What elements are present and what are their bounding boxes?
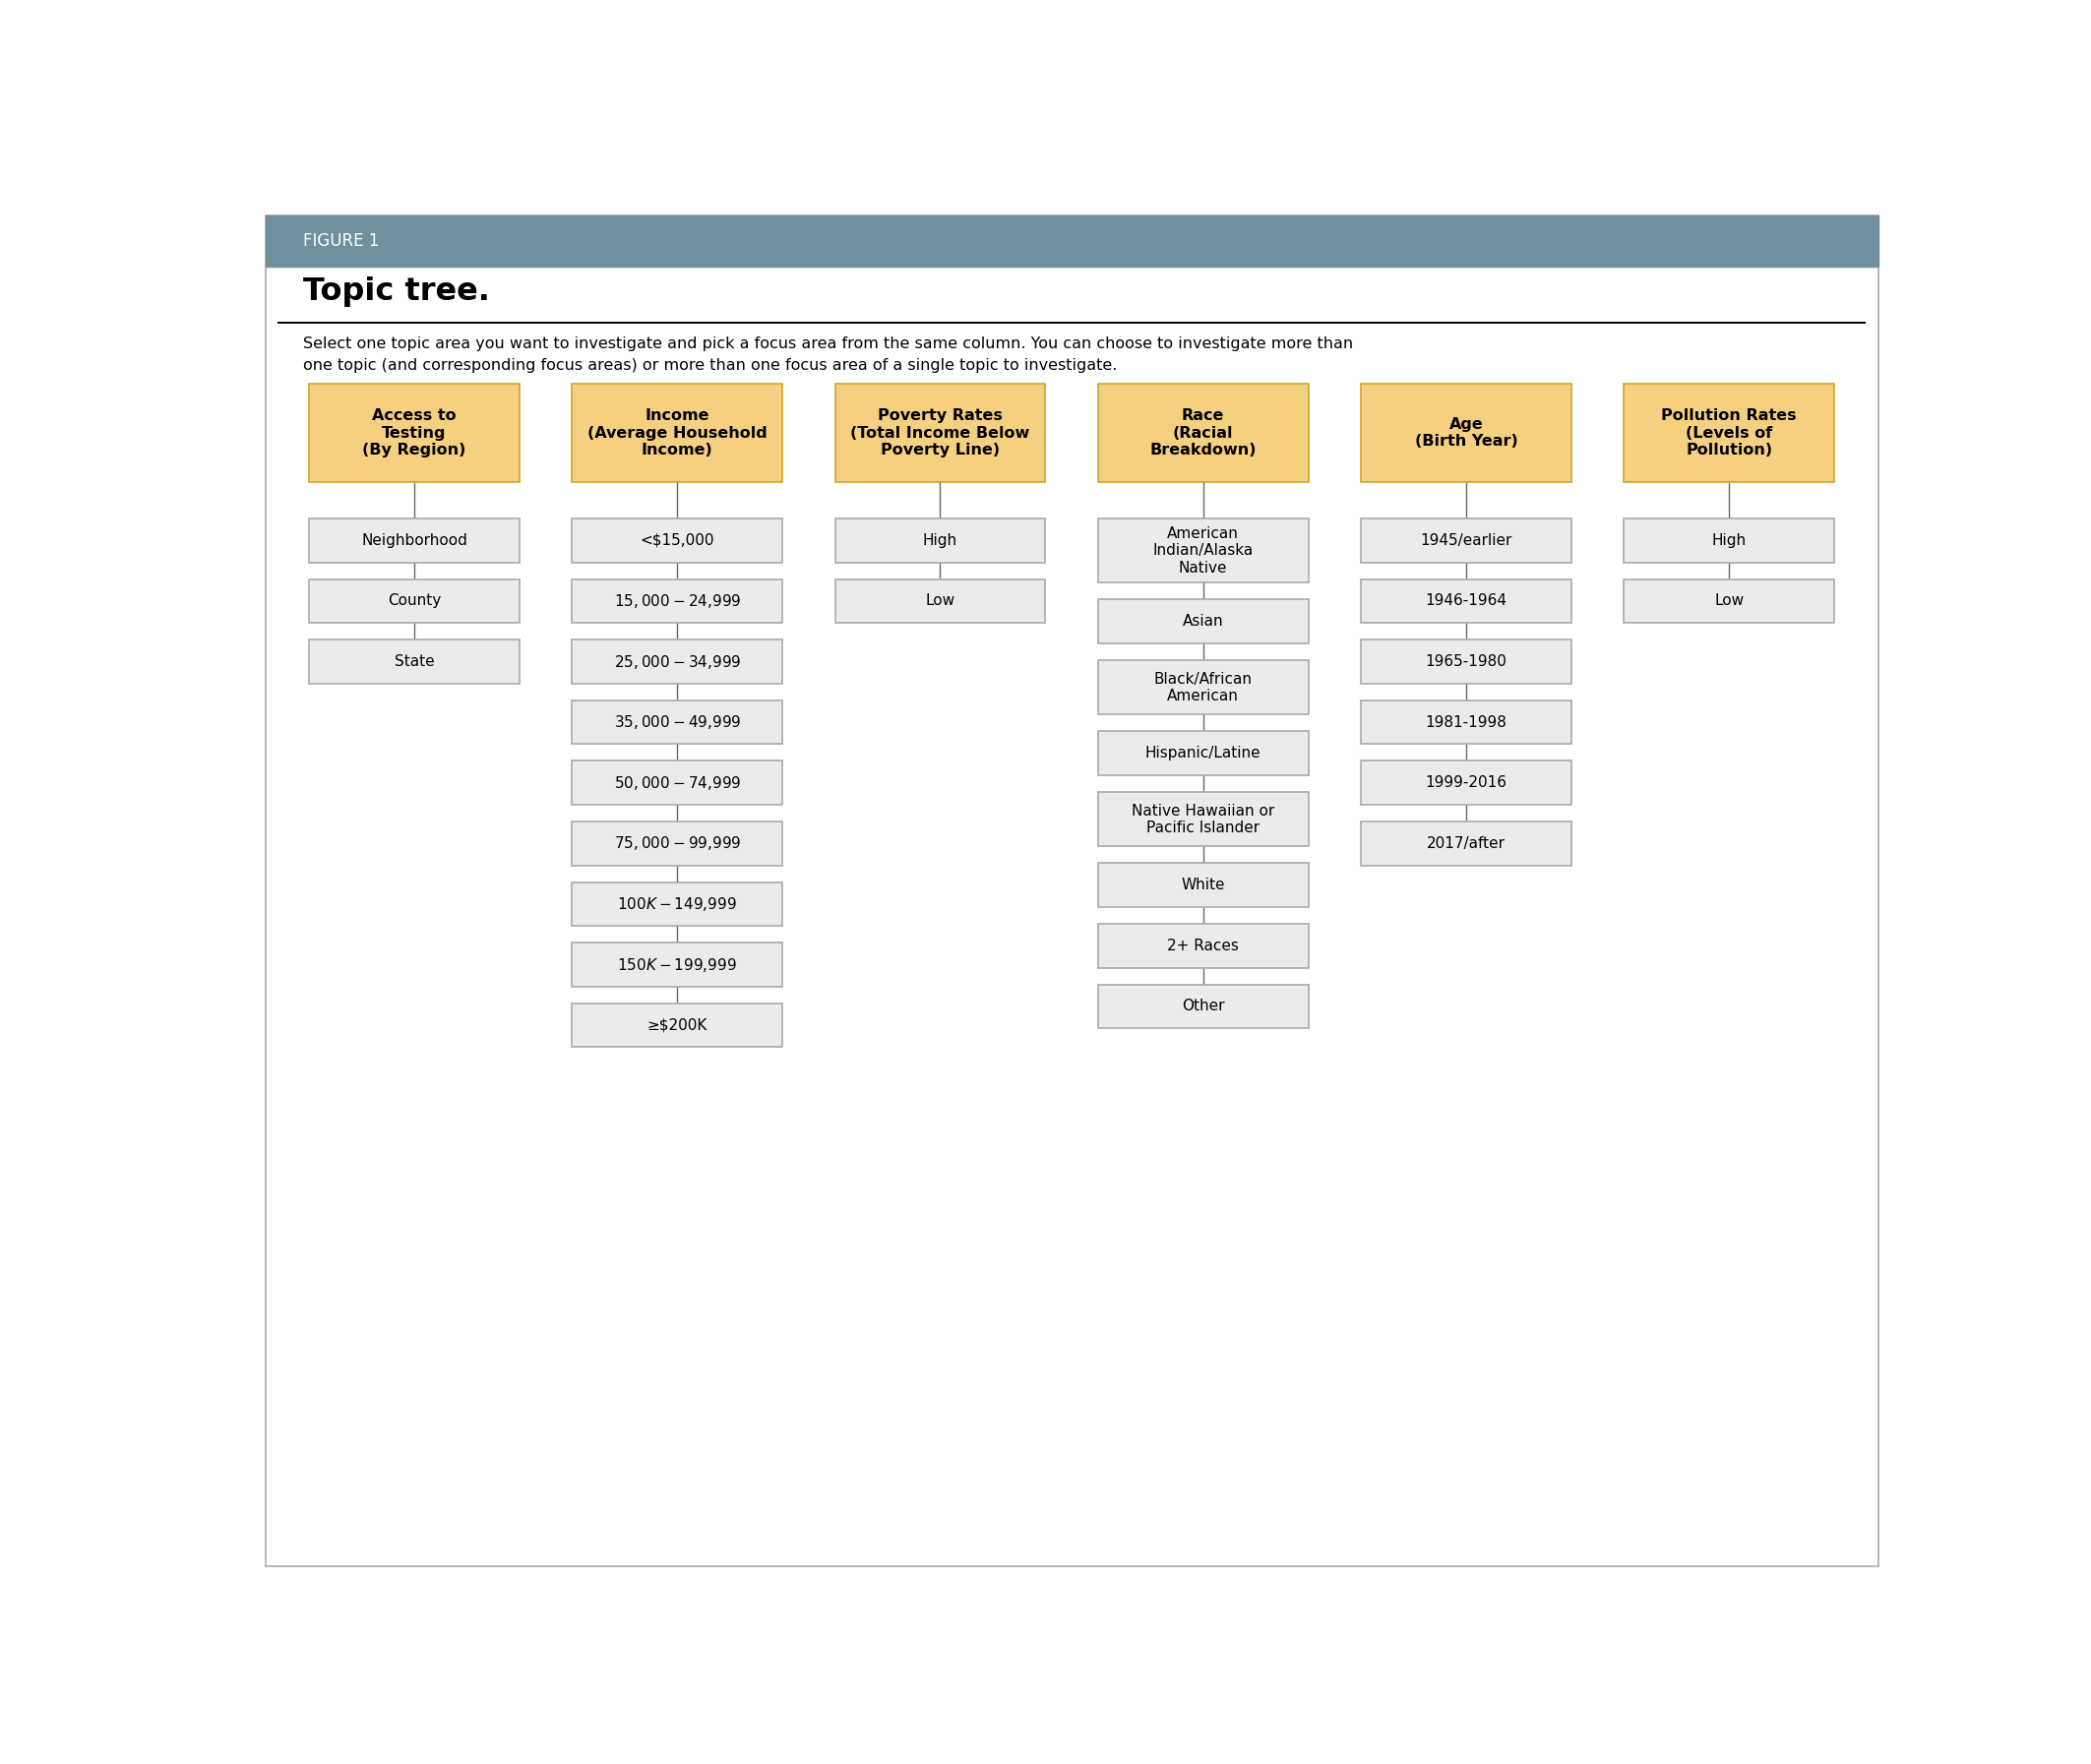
Bar	[1098, 732, 1309, 776]
Text: 1965-1980: 1965-1980	[1426, 654, 1508, 669]
Text: High: High	[922, 533, 958, 549]
Text: High: High	[1713, 533, 1746, 549]
Text: $50,000-$74,999: $50,000-$74,999	[613, 774, 740, 792]
Text: White: White	[1181, 878, 1225, 893]
Text: $35,000-$49,999: $35,000-$49,999	[613, 713, 740, 730]
Bar	[834, 519, 1046, 563]
Bar	[573, 760, 782, 804]
Bar	[1361, 519, 1570, 563]
Text: Age
(Birth Year): Age (Birth Year)	[1414, 416, 1518, 448]
Text: 1981-1998: 1981-1998	[1426, 714, 1508, 730]
Text: American
Indian/Alaska
Native: American Indian/Alaska Native	[1152, 526, 1253, 575]
Text: Topic tree.: Topic tree.	[303, 277, 489, 307]
Text: State: State	[395, 654, 435, 669]
Bar	[266, 215, 1878, 266]
Text: 1999-2016: 1999-2016	[1426, 776, 1508, 790]
Bar	[573, 383, 782, 482]
Text: Other: Other	[1181, 998, 1225, 1014]
Bar	[1098, 660, 1309, 714]
Bar	[573, 579, 782, 623]
Text: $75,000-$99,999: $75,000-$99,999	[613, 834, 740, 852]
Text: $150K-$199,999: $150K-$199,999	[617, 956, 738, 974]
Text: $100K-$149,999: $100K-$149,999	[617, 894, 738, 914]
Bar	[834, 383, 1046, 482]
Text: Low: Low	[926, 594, 956, 609]
Bar	[1361, 760, 1570, 804]
Text: 2017/after: 2017/after	[1426, 836, 1506, 850]
Text: Pollution Rates
(Levels of
Pollution): Pollution Rates (Levels of Pollution)	[1662, 409, 1796, 457]
Text: Race
(Racial
Breakdown): Race (Racial Breakdown)	[1150, 409, 1257, 457]
Bar	[1098, 863, 1309, 907]
Bar	[573, 1004, 782, 1048]
Bar	[573, 700, 782, 744]
Text: Neighborhood: Neighborhood	[362, 533, 466, 549]
Bar	[309, 579, 519, 623]
Text: Access to
Testing
(By Region): Access to Testing (By Region)	[362, 409, 466, 457]
Bar	[1098, 519, 1309, 582]
Bar	[573, 640, 782, 684]
Bar	[309, 383, 519, 482]
Text: County: County	[387, 594, 441, 609]
Text: Black/African
American: Black/African American	[1154, 672, 1253, 704]
Bar	[309, 519, 519, 563]
Text: Hispanic/Latine: Hispanic/Latine	[1146, 746, 1261, 760]
Bar	[1098, 924, 1309, 968]
Bar	[1098, 792, 1309, 847]
Text: FIGURE 1: FIGURE 1	[303, 233, 378, 250]
Text: Native Hawaiian or
Pacific Islander: Native Hawaiian or Pacific Islander	[1131, 803, 1276, 834]
Bar	[1098, 600, 1309, 644]
Bar	[573, 942, 782, 986]
Text: $15,000-$24,999: $15,000-$24,999	[613, 593, 740, 610]
Bar	[1361, 579, 1570, 623]
Bar	[573, 822, 782, 866]
Text: Income
(Average Household
Income): Income (Average Household Income)	[588, 409, 767, 457]
Bar	[1098, 383, 1309, 482]
Text: 2+ Races: 2+ Races	[1167, 938, 1240, 953]
Text: 1945/earlier: 1945/earlier	[1420, 533, 1512, 549]
Bar	[309, 640, 519, 684]
Bar	[1361, 383, 1570, 482]
Bar	[1361, 822, 1570, 866]
Bar	[573, 882, 782, 926]
Text: Asian: Asian	[1184, 614, 1223, 630]
Text: <$15,000: <$15,000	[640, 533, 715, 549]
Bar	[834, 579, 1046, 623]
Text: 1946-1964: 1946-1964	[1426, 594, 1508, 609]
Bar	[1625, 519, 1834, 563]
Text: $25,000-$34,999: $25,000-$34,999	[613, 653, 740, 670]
Bar	[1098, 984, 1309, 1028]
Bar	[1625, 579, 1834, 623]
Text: Poverty Rates
(Total Income Below
Poverty Line): Poverty Rates (Total Income Below Povert…	[851, 409, 1031, 457]
Bar	[1625, 383, 1834, 482]
Bar	[1361, 700, 1570, 744]
Text: Select one topic area you want to investigate and pick a focus area from the sam: Select one topic area you want to invest…	[303, 337, 1353, 372]
Bar	[573, 519, 782, 563]
Bar	[1361, 640, 1570, 684]
Text: Low: Low	[1715, 594, 1744, 609]
Text: ≥$200K: ≥$200K	[646, 1018, 707, 1032]
